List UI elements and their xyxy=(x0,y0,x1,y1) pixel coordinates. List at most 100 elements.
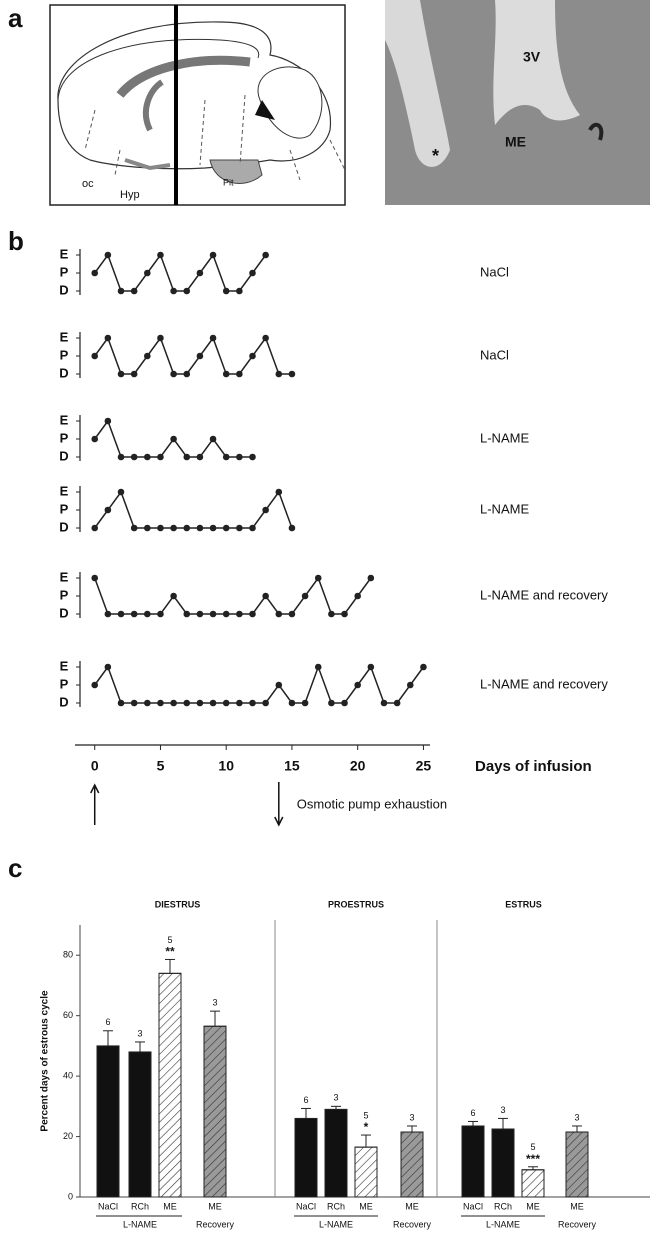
trace-point xyxy=(222,699,230,707)
trace-point xyxy=(354,681,361,689)
trace-point xyxy=(157,524,164,532)
trace-point xyxy=(91,574,99,582)
bar xyxy=(128,1051,152,1198)
n-label: 5 xyxy=(530,1142,535,1152)
x-tick-label: 5 xyxy=(157,758,165,774)
trace-point xyxy=(196,524,204,532)
trace-point xyxy=(209,610,217,618)
n-label: 5 xyxy=(363,1110,368,1120)
trace-point xyxy=(117,370,125,378)
trace-point xyxy=(236,524,243,532)
trace-point xyxy=(209,524,217,532)
panel-label: c xyxy=(8,853,22,883)
trace-point xyxy=(196,352,204,360)
trace-line xyxy=(94,253,267,292)
trace-point xyxy=(222,287,230,295)
trace-point xyxy=(104,663,112,671)
trace-point xyxy=(262,592,269,600)
bar-hatch xyxy=(158,972,182,1198)
trace-point xyxy=(420,663,427,671)
series-label: L-NAME xyxy=(480,501,529,516)
n-label: 6 xyxy=(303,1095,308,1105)
x-axis-label: Days of infusion xyxy=(475,758,592,775)
trace-point xyxy=(209,251,217,259)
significance: ** xyxy=(165,945,175,959)
trace-point xyxy=(170,287,177,295)
diagram-label: oc xyxy=(82,178,94,190)
trace-point xyxy=(249,352,256,360)
panel-label: a xyxy=(8,3,23,33)
trace-point xyxy=(183,370,191,378)
trace-point xyxy=(183,524,191,532)
y-tick-label: P xyxy=(60,347,69,362)
x-tick-label: 15 xyxy=(284,758,300,774)
diagram-label: Hyp xyxy=(120,189,140,201)
trace-line xyxy=(94,336,292,375)
bar-hatch xyxy=(354,1146,378,1198)
n-label: 6 xyxy=(470,1108,475,1118)
bar-hatch xyxy=(565,1131,589,1198)
trace-point xyxy=(91,524,99,532)
trace-point xyxy=(196,269,204,277)
panel-label: b xyxy=(8,226,24,256)
y-tick-label: D xyxy=(59,605,68,620)
trace-point xyxy=(144,610,151,618)
trace-point xyxy=(209,334,217,342)
arrow-head xyxy=(274,816,284,827)
trace-point xyxy=(91,269,99,277)
x-tick-label: ME xyxy=(208,1201,222,1211)
recovery-label: Recovery xyxy=(558,1219,597,1229)
trace-point xyxy=(157,334,164,342)
trace-point xyxy=(406,681,414,689)
bar-hatch xyxy=(521,1169,545,1198)
trace-point xyxy=(117,610,125,618)
arrow-head xyxy=(90,783,100,794)
trace-point xyxy=(130,524,138,532)
trace-line xyxy=(94,664,425,704)
x-tick-label: ME xyxy=(163,1201,177,1211)
trace-point xyxy=(288,370,296,378)
trace-point xyxy=(262,334,269,342)
trace-point xyxy=(275,370,283,378)
x-tick-label: RCh xyxy=(494,1201,512,1211)
trace-point xyxy=(104,506,112,514)
trace-point xyxy=(104,610,112,618)
n-label: 3 xyxy=(574,1112,579,1122)
n-label: 3 xyxy=(409,1112,414,1122)
trace-point xyxy=(328,699,335,707)
x-tick-label: ME xyxy=(570,1201,584,1211)
bar xyxy=(96,1045,120,1198)
n-label: 3 xyxy=(500,1105,505,1115)
x-tick-label: 0 xyxy=(91,758,99,774)
trace-point xyxy=(249,269,256,277)
bracket-label: L-NAME xyxy=(319,1219,353,1229)
x-tick-label: RCh xyxy=(131,1201,149,1211)
trace-point xyxy=(144,269,151,277)
x-tick-label: NaCl xyxy=(296,1201,316,1211)
bar xyxy=(324,1108,348,1198)
trace-point xyxy=(104,417,112,425)
trace-point xyxy=(249,699,256,707)
bracket-label: L-NAME xyxy=(486,1219,520,1229)
trace-point xyxy=(301,592,309,600)
trace-point xyxy=(275,681,283,689)
trace-point xyxy=(328,610,335,618)
trace-point xyxy=(367,663,375,671)
series-label: NaCl xyxy=(480,264,509,279)
diagram-label: Pit xyxy=(223,177,234,187)
trace-point xyxy=(196,699,204,707)
x-tick-label: ME xyxy=(405,1201,419,1211)
group-title: DIESTRUS xyxy=(155,899,201,909)
y-tick-label: D xyxy=(59,519,68,534)
y-tick-label: P xyxy=(60,264,69,279)
significance: *** xyxy=(526,1152,540,1166)
trace-point xyxy=(341,610,348,618)
trace-point xyxy=(209,699,217,707)
group-title: PROESTRUS xyxy=(328,899,384,909)
y-tick-label: E xyxy=(60,569,69,584)
y-axis-label: Percent days of estrous cycle xyxy=(40,990,51,1132)
y-tick-label: P xyxy=(60,501,69,516)
trace-point xyxy=(236,370,243,378)
trace-point xyxy=(170,435,177,443)
